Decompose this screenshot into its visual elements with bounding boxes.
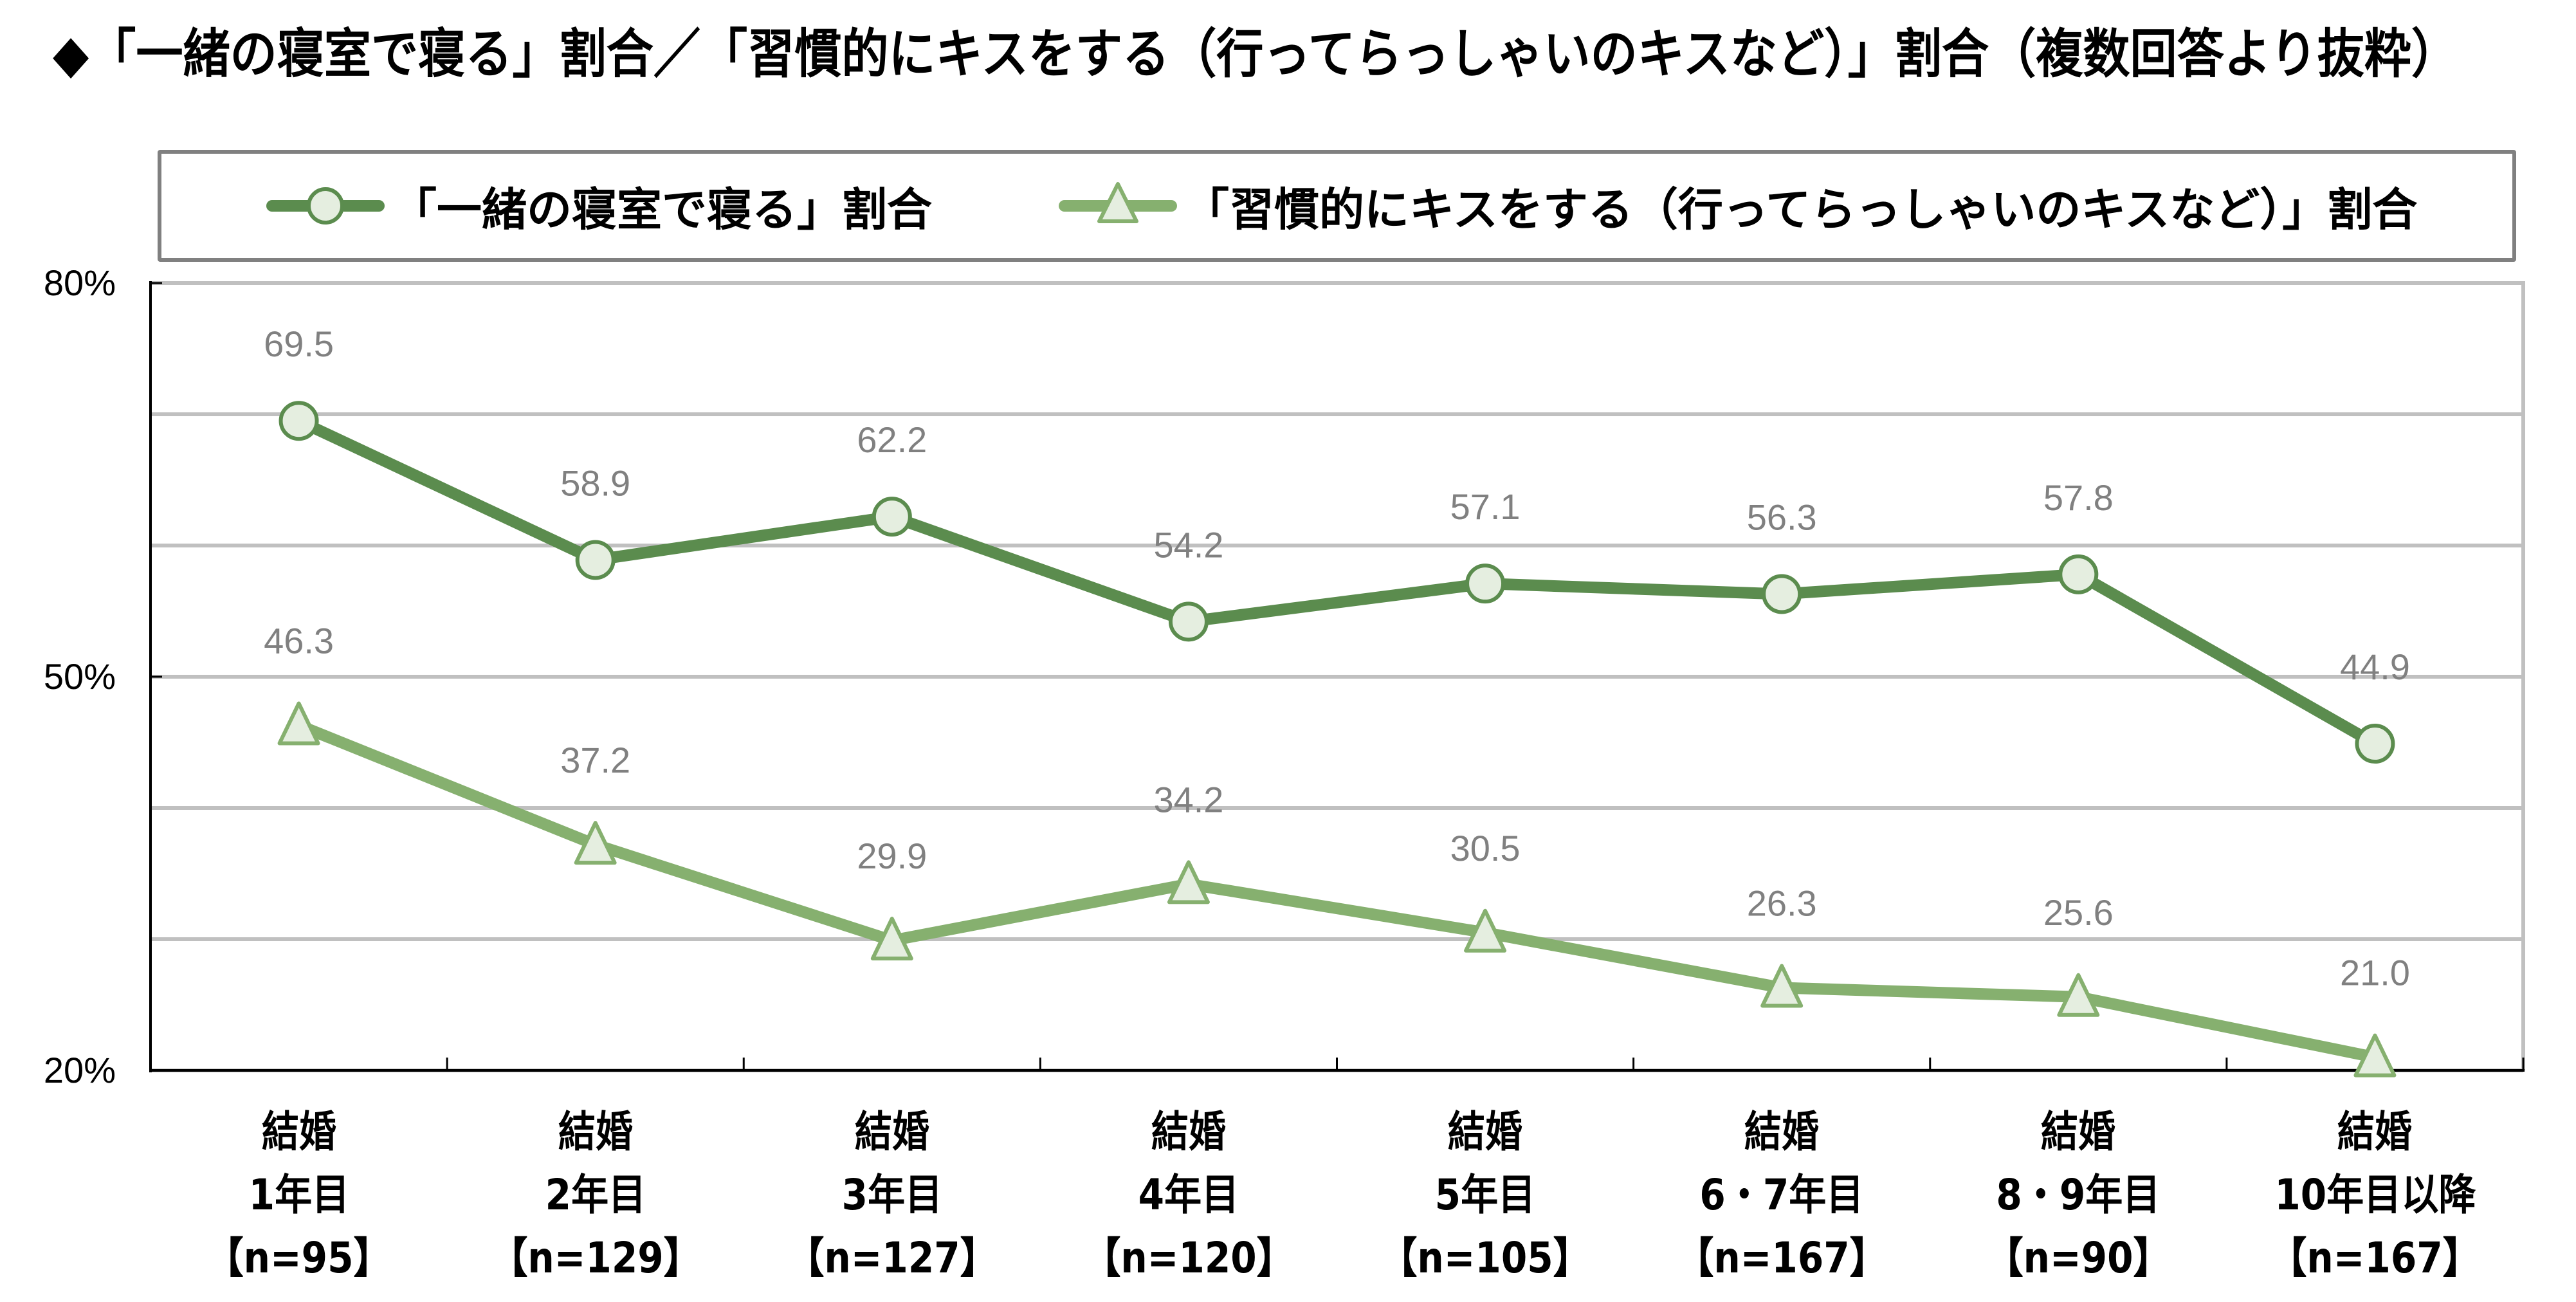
x-tick-label: 結婚 6・7年目【n=167】 [1640,1101,1923,1290]
x-tick-label: 結婚 8・9年目【n=90】 [1937,1101,2220,1290]
data-label: 58.9 [560,463,630,503]
x-tick-label-line1: 結婚 [854,1107,929,1157]
data-label: 29.9 [857,836,927,876]
x-tick-label-line1: 結婚 [1744,1107,1820,1157]
x-tick-label-line2: 4年目 [1138,1170,1239,1220]
data-label: 44.9 [2340,646,2410,687]
data-point-triangle [574,821,617,865]
legend-label-series-1: 「一緒の寝室で寝る」割合 [392,183,932,236]
x-tick-label-line1: 結婚 [1447,1107,1523,1157]
x-tick-label: 結婚 1年目【n=95】 [158,1101,441,1290]
data-point-triangle [1464,908,1507,953]
x-tick-label-line3: 【n=167】 [1676,1233,1887,1283]
data-point-triangle [1167,860,1210,904]
data-point-circle [575,540,616,580]
x-tick-label-line3: 【n=90】 [1986,1233,2171,1283]
legend: 「一緒の寝室で寝る」割合 「習慣的にキスをする（行ってらっしゃいのキスなど）」割… [158,150,2516,262]
x-tick-label-line2: 5年目 [1434,1170,1536,1220]
legend-marker-triangle-icon [1059,182,1177,223]
data-label: 26.3 [1747,883,1817,923]
x-tick-label-line1: 結婚 [2337,1107,2413,1157]
x-tick-label: 結婚 10年目以降 【n=167】 [2233,1101,2516,1290]
series-line-2 [297,720,2377,1063]
data-point-circle [1762,574,1802,614]
x-tick-label-line3: 【n=167】 [2269,1233,2481,1283]
data-point-triangle [277,701,320,746]
x-tick-label: 結婚 5年目【n=105】 [1344,1101,1627,1290]
data-label: 34.2 [1153,779,1223,820]
y-tick-label: 20% [43,1050,116,1090]
legend-marker-circle-icon [266,187,385,225]
x-tick-label-line2: 3年目 [841,1170,943,1220]
x-tick-label-line3: 【n=120】 [1083,1233,1294,1283]
x-tick-label-line1: 結婚 [261,1107,336,1157]
legend-label-series-2: 「習慣的にキスをする（行ってらっしゃいのキスなど）」割合 [1184,183,2418,236]
y-tick-label: 80% [43,262,116,303]
chart-title-text: ◆「一緒の寝室で寝る」割合／「習慣的にキスをする（行ってらっしゃいのキスなど）」… [53,24,2458,85]
data-label: 56.3 [1747,497,1817,537]
data-label: 21.0 [2340,953,2410,993]
x-tick-label-line2: 1年目 [248,1170,349,1220]
x-tick-label-line1: 結婚 [2041,1107,2116,1157]
x-tick-label-line1: 結婚 [1151,1107,1227,1157]
data-label: 37.2 [560,740,630,780]
y-tick-label: 50% [43,656,116,697]
x-tick-label-line3: 【n=129】 [489,1233,701,1283]
data-point-triangle [2057,973,2100,1017]
data-label: 57.8 [2043,477,2114,518]
data-label: 54.2 [1153,524,1223,565]
data-label: 30.5 [1450,828,1521,868]
data-point-circle [2355,724,2395,764]
data-point-triangle [2353,1033,2397,1077]
data-label: 46.3 [264,620,334,661]
x-tick-label-line3: 【n=105】 [1380,1233,1591,1283]
legend-item-series-1: 「一緒の寝室で寝る」割合 [264,154,932,258]
x-tick-label-line3: 【n=95】 [206,1233,392,1283]
data-point-circle [1465,564,1506,604]
data-point-circle [2058,554,2099,594]
data-label: 57.1 [1450,486,1521,527]
x-tick-label-line2: 2年目 [545,1170,646,1220]
data-point-triangle [1760,964,1804,1008]
data-point-triangle [870,917,913,961]
x-tick-label: 結婚 4年目【n=120】 [1047,1101,1330,1290]
x-tick-label-line1: 結婚 [558,1107,633,1157]
x-tick-label-line2: 6・7年目 [1699,1170,1864,1220]
chart-title: ◆「一緒の寝室で寝る」割合／「習慣的にキスをする（行ってらっしゃいのキスなど）」… [53,19,2458,90]
data-label: 69.5 [264,324,334,364]
x-tick-label-line2: 10年目以降 [2274,1170,2476,1220]
data-label: 25.6 [2043,892,2114,933]
data-point-circle [872,497,912,537]
legend-item-series-2: 「習慣的にキスをする（行ってらっしゃいのキスなど）」割合 [1057,154,2417,258]
data-point-circle [279,401,319,441]
data-point-circle [1168,601,1209,642]
x-tick-label-line3: 【n=127】 [787,1233,998,1283]
x-tick-label: 結婚 2年目【n=129】 [454,1101,737,1290]
x-tick-label: 結婚 3年目【n=127】 [751,1101,1034,1290]
x-tick-label-line2: 8・9年目 [1996,1170,2160,1220]
series-line-1 [296,416,2378,749]
data-label: 62.2 [857,419,927,460]
